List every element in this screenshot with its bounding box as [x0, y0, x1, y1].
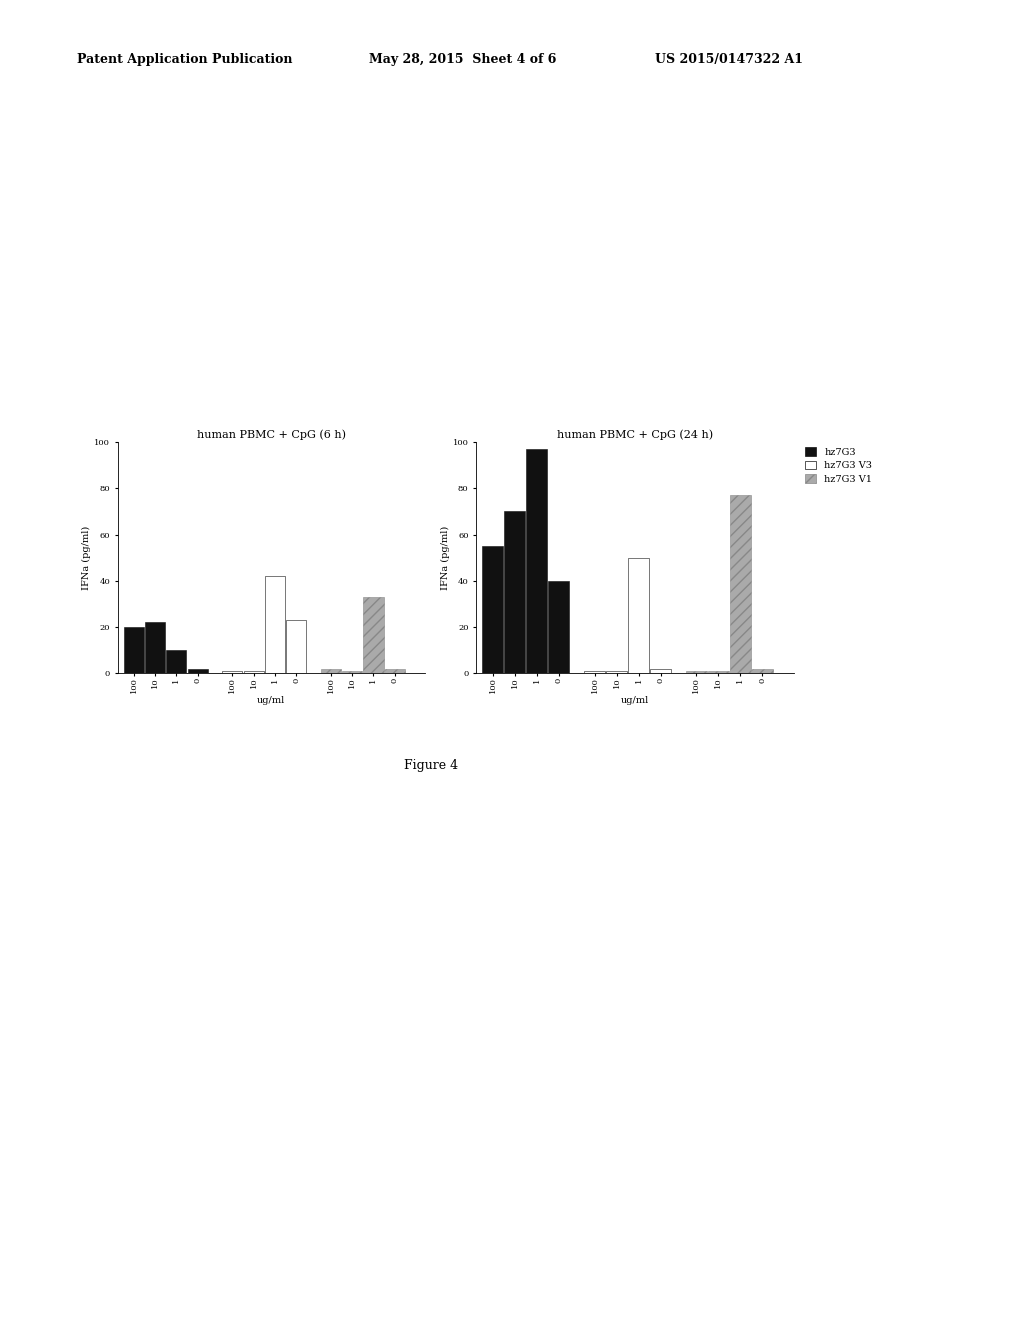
Bar	[686, 671, 707, 673]
Bar	[286, 620, 306, 673]
Bar	[166, 651, 186, 673]
Title: human PBMC + CpG (6 h): human PBMC + CpG (6 h)	[197, 429, 346, 440]
Bar	[505, 511, 525, 673]
Bar	[145, 623, 165, 673]
Bar	[482, 546, 503, 673]
Bar	[752, 668, 773, 673]
Legend: hz7G3, hz7G3 V3, hz7G3 V1: hz7G3, hz7G3 V3, hz7G3 V1	[805, 447, 872, 484]
Text: Patent Application Publication: Patent Application Publication	[77, 53, 292, 66]
Bar	[342, 671, 362, 673]
Bar	[244, 671, 264, 673]
Bar	[526, 449, 547, 673]
Bar	[321, 668, 341, 673]
Bar	[265, 576, 285, 673]
Y-axis label: IFNa (pg/ml): IFNa (pg/ml)	[82, 525, 91, 590]
Bar	[548, 581, 569, 673]
Bar	[650, 668, 671, 673]
Bar	[606, 671, 627, 673]
Bar	[124, 627, 144, 673]
Text: May 28, 2015  Sheet 4 of 6: May 28, 2015 Sheet 4 of 6	[369, 53, 556, 66]
Title: human PBMC + CpG (24 h): human PBMC + CpG (24 h)	[557, 429, 713, 440]
Bar	[364, 597, 384, 673]
Bar	[385, 668, 404, 673]
Bar	[222, 671, 243, 673]
X-axis label: ug/ml: ug/ml	[621, 696, 649, 705]
Bar	[585, 671, 605, 673]
Bar	[628, 557, 649, 673]
Text: US 2015/0147322 A1: US 2015/0147322 A1	[655, 53, 804, 66]
Bar	[730, 495, 751, 673]
Y-axis label: IFNa (pg/ml): IFNa (pg/ml)	[440, 525, 450, 590]
Bar	[187, 668, 208, 673]
Bar	[708, 671, 729, 673]
Text: Figure 4: Figure 4	[404, 759, 459, 772]
X-axis label: ug/ml: ug/ml	[257, 696, 286, 705]
